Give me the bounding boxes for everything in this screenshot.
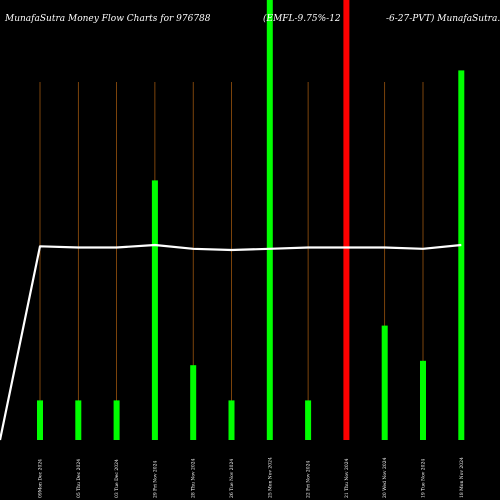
x-tick-label: 28 Thu Nov 2024 — [191, 458, 197, 498]
bar — [75, 400, 82, 440]
x-tick-label: 22 Fri Nov 2024 — [306, 460, 312, 498]
chart-title-middle: (EMFL-9.75%-12 — [263, 13, 341, 24]
bar — [266, 0, 273, 440]
bar — [343, 0, 350, 440]
bar — [113, 400, 120, 440]
x-tick-label: 03 Tue Dec 2024 — [114, 459, 120, 498]
money-flow-line — [0, 243, 462, 441]
bar — [228, 400, 235, 440]
bar — [151, 180, 158, 440]
bar — [37, 400, 43, 440]
x-tick-label: 26 Tue Nov 2024 — [229, 459, 235, 498]
bar — [458, 70, 465, 441]
bar — [305, 400, 312, 440]
x-tick-label: 09Mon Dec 2024 — [38, 459, 44, 498]
x-tick-label: 19 Tue Nov 2024 — [421, 459, 427, 498]
bar — [381, 325, 388, 440]
x-tick-label: 25 Mon Nov 2024 — [267, 457, 273, 498]
x-tick-label: 21 Thu Nov 2024 — [344, 458, 350, 498]
x-tick-label: 29 Fri Nov 2024 — [152, 460, 158, 498]
chart-title-left: MunafaSutra Money Flow Charts for 976788 — [4, 14, 211, 24]
bar — [420, 360, 426, 440]
x-tick-label: 20 Wed Nov 2024 — [382, 457, 388, 498]
x-tick-label: 18 Mon Nov 2024 — [459, 457, 465, 498]
chart-title-right: -6-27-PVT) MunafaSutra. — [386, 13, 500, 24]
x-tick-label: 05 Thu Dec 2024 — [76, 459, 82, 498]
bar — [190, 365, 197, 440]
